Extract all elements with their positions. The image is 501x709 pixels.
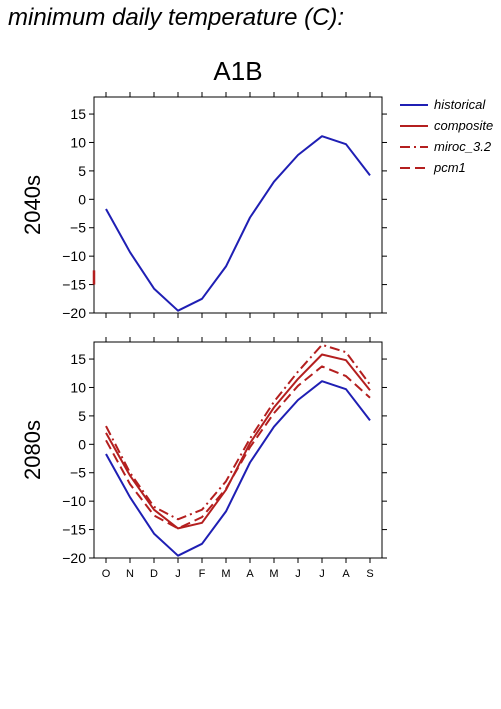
- legend-item: pcm1: [400, 160, 466, 175]
- y-tick-label: 10: [70, 379, 86, 395]
- x-tick-label: N: [126, 568, 134, 580]
- x-tick-label: M: [221, 568, 230, 580]
- legend-item: composite: [400, 118, 493, 133]
- y-tick-label: −10: [62, 248, 86, 264]
- row-label-2080s: 2080s: [20, 420, 45, 480]
- x-tick-label: D: [150, 568, 158, 580]
- x-tick-label: M: [269, 568, 278, 580]
- legend-label: miroc_3.2: [434, 139, 492, 154]
- legend-label: historical: [434, 97, 486, 112]
- y-tick-label: −5: [70, 220, 86, 236]
- y-tick-label: 15: [70, 106, 86, 122]
- y-tick-label: 15: [70, 351, 86, 367]
- chart-panels: −20 −15 −10 −5 0 5 10 15 2040s −20 −15 −10 −5 0 5 10 15 O…: [20, 92, 387, 580]
- y-tick-label: 5: [78, 408, 86, 424]
- panel-2040s: −20 −15 −10 −5 0 5 10 15 2040s: [20, 92, 387, 321]
- x-tick-label: J: [319, 568, 325, 580]
- scenario-title: A1B: [213, 56, 262, 86]
- y-tick-label: −10: [62, 493, 86, 509]
- series-line-miroc-3-2: [105, 343, 371, 521]
- y-tick-label: 5: [78, 163, 86, 179]
- legend: historical composite miroc_3.2 pcm1: [400, 97, 493, 175]
- y-tick-label: 0: [78, 191, 86, 207]
- legend-item: historical: [400, 97, 486, 112]
- series-line-historical: [105, 135, 371, 312]
- panel-2080s: −20 −15 −10 −5 0 5 10 15 O N D J F M A M J J A S 2080s: [20, 337, 387, 580]
- x-tick-label: O: [102, 568, 111, 580]
- y-tick-label: 0: [78, 436, 86, 452]
- x-tick-label: J: [175, 568, 181, 580]
- series-line-composite: [105, 353, 371, 530]
- series-line-historical: [105, 380, 371, 557]
- row-label-2040s: 2040s: [20, 175, 45, 235]
- plot-frame: [93, 341, 383, 559]
- y-tick-label: −15: [62, 522, 86, 538]
- x-tick-label: J: [295, 568, 301, 580]
- y-tick-label: −15: [62, 277, 86, 293]
- series-line-pcm1: [105, 365, 371, 530]
- legend-label: pcm1: [433, 160, 466, 175]
- y-tick-label: −20: [62, 305, 86, 321]
- plot-frame: [93, 96, 383, 314]
- x-tick-label: A: [246, 568, 254, 580]
- legend-label: composite: [434, 118, 493, 133]
- x-tick-label: A: [342, 568, 350, 580]
- page-title: minimum daily temperature (C):: [8, 4, 345, 31]
- y-tick-label: −20: [62, 550, 86, 566]
- y-tick-label: −5: [70, 465, 86, 481]
- y-tick-label: 10: [70, 134, 86, 150]
- x-tick-label: F: [199, 568, 206, 580]
- legend-item: miroc_3.2: [400, 139, 492, 154]
- x-tick-label: S: [366, 568, 373, 580]
